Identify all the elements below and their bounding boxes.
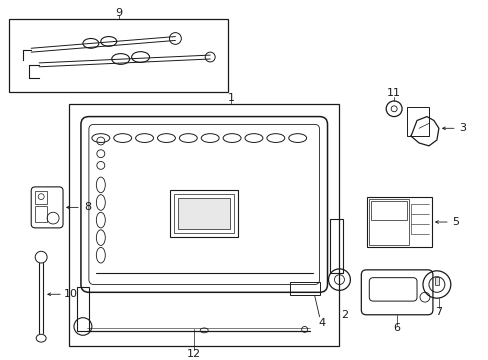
Text: 1: 1 [227, 93, 234, 103]
Bar [406, 107, 428, 136]
Text: 6: 6 [393, 323, 400, 333]
Text: 3: 3 [458, 123, 465, 133]
Text: 2: 2 [340, 310, 347, 320]
Text: 7: 7 [434, 307, 442, 317]
Bar [370, 201, 406, 220]
Text: 5: 5 [451, 217, 458, 227]
Bar [35, 206, 47, 222]
Text: 12: 12 [187, 349, 201, 359]
Bar [69, 104, 339, 346]
Text: 8: 8 [84, 202, 91, 212]
Bar [170, 190, 238, 237]
Bar [35, 191, 47, 204]
Bar [289, 282, 319, 295]
Bar [366, 197, 431, 247]
Bar [178, 198, 230, 229]
Bar [329, 219, 343, 273]
Text: 10: 10 [64, 289, 78, 299]
Bar [77, 287, 89, 331]
Bar [174, 194, 234, 233]
Text: 4: 4 [317, 318, 325, 328]
Bar [9, 19, 227, 92]
Text: 11: 11 [386, 88, 400, 98]
Bar [368, 199, 408, 246]
Text: 9: 9 [115, 8, 122, 18]
Bar [434, 277, 438, 284]
